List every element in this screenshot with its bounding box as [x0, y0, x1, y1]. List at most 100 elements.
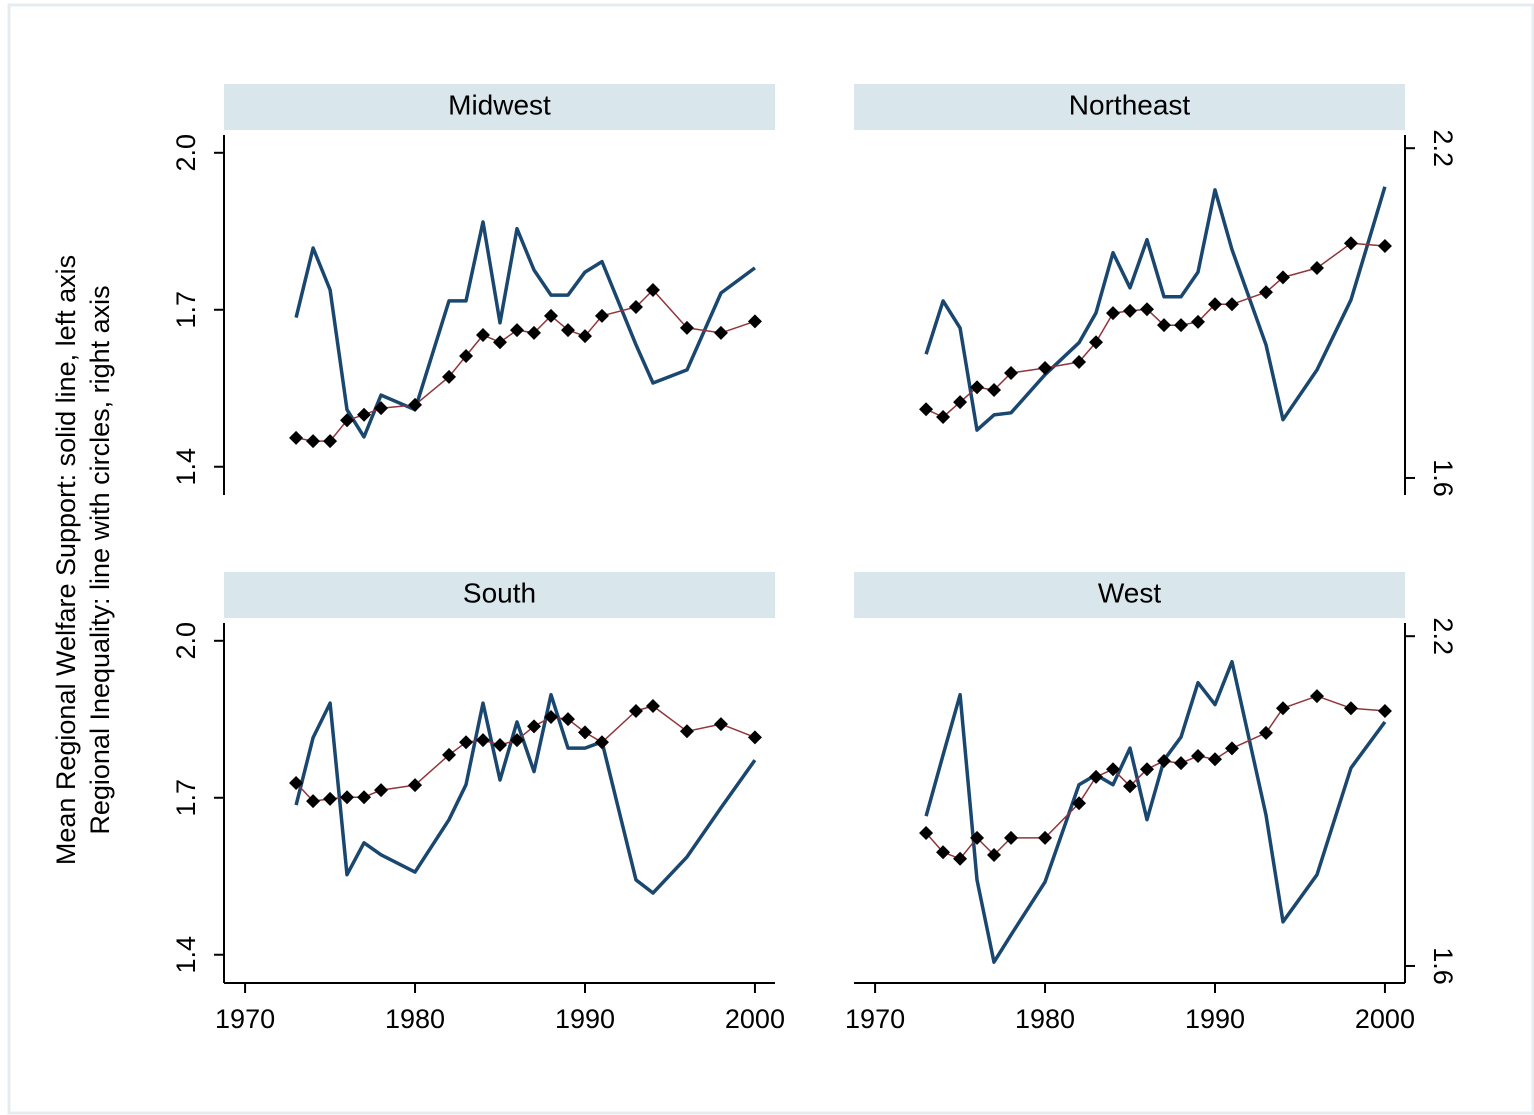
panel-title: Northeast [1069, 89, 1191, 120]
marker [1343, 701, 1358, 716]
marker [493, 335, 508, 350]
x-tick-label: 1980 [1015, 1004, 1075, 1034]
y-tick-label: 1.4 [171, 448, 201, 486]
marker [527, 325, 542, 340]
marker [1309, 689, 1324, 704]
series-line [295, 289, 756, 442]
marker [628, 703, 643, 718]
marker [1089, 335, 1104, 350]
marker [919, 825, 934, 840]
marker [1123, 303, 1138, 318]
marker [442, 369, 457, 384]
marker [953, 851, 968, 866]
y2-tick-label: 2.2 [1428, 617, 1458, 655]
marker [1258, 725, 1273, 740]
marker [340, 790, 355, 805]
panel-header [854, 84, 1405, 130]
series-line [295, 705, 756, 802]
marker [510, 733, 525, 748]
x-tick-label: 1980 [385, 1004, 445, 1034]
marker [1224, 297, 1239, 312]
series-line [924, 186, 1387, 432]
marker [953, 395, 968, 410]
marker [357, 407, 372, 422]
marker [594, 735, 609, 750]
marker [1377, 703, 1392, 718]
marker [970, 830, 985, 845]
marker [323, 434, 338, 449]
marker [628, 300, 643, 315]
marker [1157, 318, 1172, 333]
x-tick-label: 1990 [1185, 1004, 1245, 1034]
marker [1004, 365, 1019, 380]
marker [306, 794, 321, 809]
series-line [925, 695, 1385, 860]
panel-header [224, 572, 775, 618]
marker [577, 725, 592, 740]
y-tick-label: 2.0 [171, 622, 201, 660]
marker [1072, 796, 1087, 811]
marker [1275, 701, 1290, 716]
marker [476, 328, 491, 343]
marker [374, 401, 389, 416]
marker [340, 413, 355, 428]
y-tick-label: 2.0 [171, 134, 201, 172]
marker [1190, 749, 1205, 764]
marker [289, 775, 304, 790]
marker [987, 847, 1002, 862]
marker [1343, 236, 1358, 251]
marker [543, 308, 558, 323]
y-axis-label: Mean Regional Welfare Support: solid lin… [51, 255, 81, 865]
marker [527, 719, 542, 734]
marker [919, 402, 934, 417]
marker [1224, 741, 1239, 756]
marker [1207, 297, 1222, 312]
marker [577, 329, 592, 344]
panel-title: South [463, 577, 536, 608]
marker [1190, 314, 1205, 329]
marker [459, 735, 474, 750]
marker [645, 698, 660, 713]
x-tick-label: 1990 [555, 1004, 615, 1034]
marker [679, 320, 694, 335]
marker [1004, 830, 1019, 845]
marker [747, 314, 762, 329]
y-tick-label: 1.7 [171, 779, 201, 817]
marker [560, 712, 575, 727]
y2-tick-label: 1.6 [1428, 947, 1458, 985]
series-line [294, 220, 756, 439]
y2-tick-label: 2.2 [1428, 129, 1458, 167]
marker [1207, 752, 1222, 767]
panel-title: Midwest [448, 89, 551, 120]
x-tick-label: 2000 [1355, 1004, 1415, 1034]
marker [1106, 762, 1121, 777]
marker [936, 845, 951, 860]
marker [936, 409, 951, 424]
marker [374, 783, 389, 798]
marker [476, 733, 491, 748]
marker [679, 724, 694, 739]
marker [1309, 261, 1324, 276]
marker [493, 738, 508, 753]
series-line [925, 242, 1385, 418]
marker [408, 397, 423, 412]
panel-header [854, 572, 1405, 618]
marker [323, 791, 338, 806]
marker [1140, 302, 1155, 317]
marker [1377, 239, 1392, 254]
marker [594, 308, 609, 323]
marker [1089, 769, 1104, 784]
marker [987, 383, 1002, 398]
y-tick-label: 1.4 [171, 936, 201, 974]
marker [1123, 779, 1138, 794]
marker [1106, 306, 1121, 321]
marker [645, 282, 660, 297]
marker [408, 778, 423, 793]
y-axis-label: Regional Inequality: line with circles, … [85, 285, 115, 834]
marker [560, 323, 575, 338]
marker [459, 348, 474, 363]
marker [1038, 830, 1053, 845]
marker [713, 325, 728, 340]
panel-title: West [1098, 577, 1161, 608]
marker [289, 430, 304, 445]
